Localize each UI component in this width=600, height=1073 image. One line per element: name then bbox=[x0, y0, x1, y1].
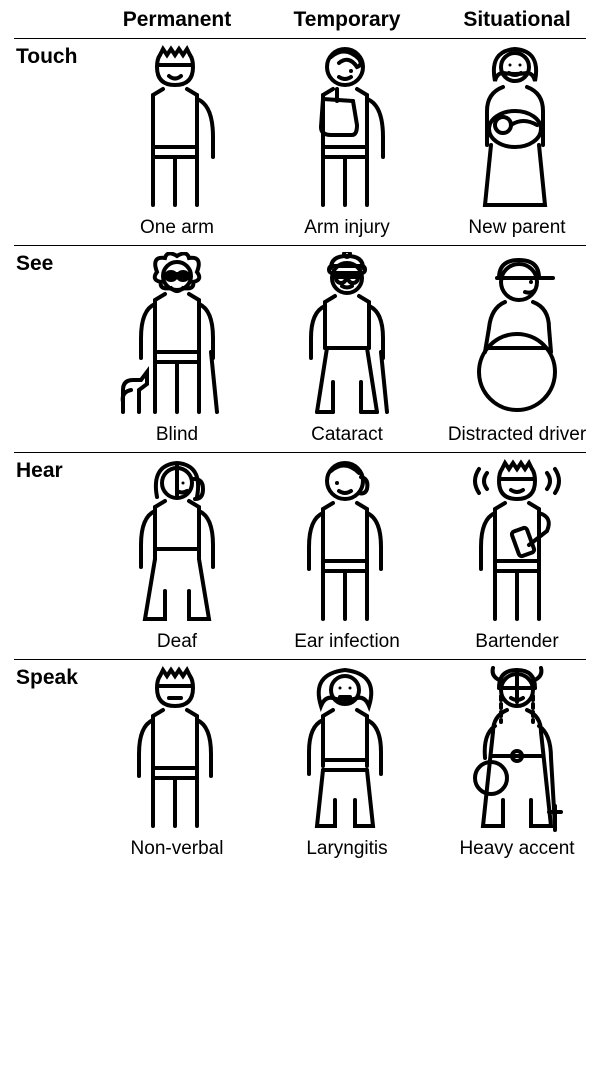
row-header-touch: Touch bbox=[0, 39, 90, 245]
row-header-speak: Speak bbox=[0, 660, 90, 866]
caption-deaf: Deaf bbox=[157, 629, 197, 653]
cell-touch-temporary: Arm injury bbox=[264, 39, 430, 245]
distracted-driver-icon bbox=[457, 252, 577, 422]
cell-hear-temporary: Ear infection bbox=[264, 453, 430, 659]
cell-see-permanent: Blind bbox=[94, 246, 260, 452]
ear-infection-icon bbox=[287, 459, 407, 629]
row-header-hear: Hear bbox=[0, 453, 90, 659]
caption-arm-injury: Arm injury bbox=[304, 215, 390, 239]
caption-cataract: Cataract bbox=[311, 422, 383, 446]
cell-touch-permanent: One arm bbox=[94, 39, 260, 245]
new-parent-icon bbox=[457, 45, 577, 215]
col-header-temporary: Temporary bbox=[264, 0, 430, 38]
cell-hear-situational: Bartender bbox=[434, 453, 600, 659]
row-header-see: See bbox=[0, 246, 90, 452]
caption-laryngitis: Laryngitis bbox=[306, 836, 387, 860]
arm-injury-icon bbox=[287, 45, 407, 215]
cell-speak-temporary: Laryngitis bbox=[264, 660, 430, 866]
caption-one-arm: One arm bbox=[140, 215, 214, 239]
caption-new-parent: New parent bbox=[468, 215, 565, 239]
laryngitis-icon bbox=[287, 666, 407, 836]
cell-speak-situational: Heavy accent bbox=[434, 660, 600, 866]
caption-non-verbal: Non-verbal bbox=[131, 836, 224, 860]
caption-blind: Blind bbox=[156, 422, 198, 446]
cell-see-situational: Distracted driver bbox=[434, 246, 600, 452]
col-header-permanent: Permanent bbox=[94, 0, 260, 38]
caption-bartender: Bartender bbox=[475, 629, 558, 653]
cell-see-temporary: Cataract bbox=[264, 246, 430, 452]
cell-hear-permanent: Deaf bbox=[94, 453, 260, 659]
cell-speak-permanent: Non-verbal bbox=[94, 660, 260, 866]
bartender-icon bbox=[457, 459, 577, 629]
col-header-situational: Situational bbox=[434, 0, 600, 38]
caption-heavy-accent: Heavy accent bbox=[459, 836, 574, 860]
cataract-icon bbox=[287, 252, 407, 422]
persona-spectrum-grid: Permanent Temporary Situational Touch bbox=[0, 0, 600, 866]
caption-distracted-driver: Distracted driver bbox=[448, 422, 586, 446]
caption-ear-infection: Ear infection bbox=[294, 629, 400, 653]
deaf-icon bbox=[117, 459, 237, 629]
non-verbal-icon bbox=[117, 666, 237, 836]
one-arm-icon bbox=[117, 45, 237, 215]
heavy-accent-icon bbox=[457, 666, 577, 836]
cell-touch-situational: New parent bbox=[434, 39, 600, 245]
blind-icon bbox=[117, 252, 237, 422]
